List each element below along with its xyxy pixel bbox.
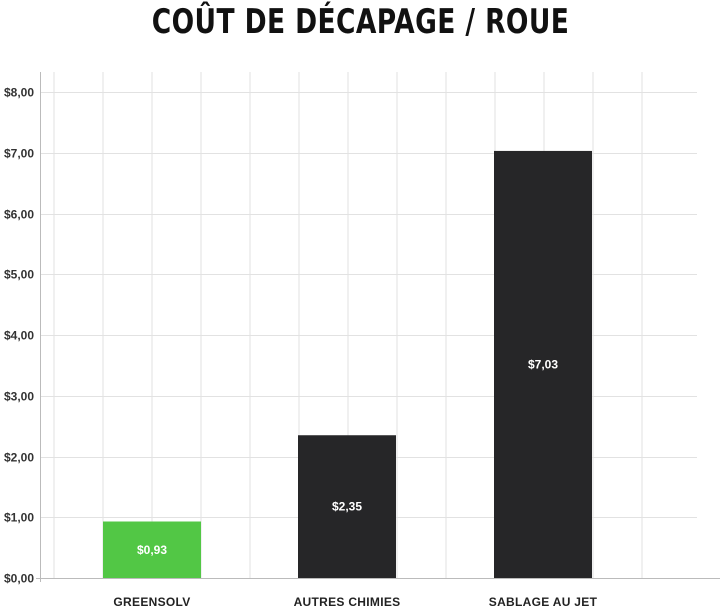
data-label: $0,93 bbox=[137, 543, 167, 557]
y-tick-label: $5,00 bbox=[4, 268, 34, 282]
y-tick-label: $6,00 bbox=[4, 208, 34, 222]
data-label: $7,03 bbox=[528, 357, 558, 371]
bar bbox=[494, 150, 592, 579]
y-tick-label: $3,00 bbox=[4, 390, 34, 404]
bars bbox=[103, 150, 592, 579]
bar bbox=[298, 435, 396, 578]
y-tick-labels: $0,00 $1,00 $2,00 $3,00 $4,00 $5,00 $6,00 $7,00… bbox=[4, 86, 34, 586]
data-labels: $0,93 $2,35 $7,03 bbox=[137, 357, 558, 556]
y-tick-label: $0,00 bbox=[4, 572, 34, 586]
y-tick-label: $2,00 bbox=[4, 451, 34, 465]
x-category-label: AUTRES CHIMIES bbox=[294, 595, 401, 609]
y-tick-label: $7,00 bbox=[4, 147, 34, 161]
x-category-label: SABLAGE AU JET bbox=[489, 595, 598, 609]
axes bbox=[36, 72, 720, 582]
data-label: $2,35 bbox=[332, 500, 362, 514]
y-tick-label: $1,00 bbox=[4, 511, 34, 525]
chart-title: COÛT DE DÉCAPAGE / ROUE bbox=[151, 2, 570, 42]
y-tick-label: $4,00 bbox=[4, 329, 34, 343]
x-category-labels: GREENSOLV AUTRES CHIMIES SABLAGE AU JET bbox=[113, 595, 597, 609]
x-category-label: GREENSOLV bbox=[113, 595, 190, 609]
bar bbox=[103, 521, 201, 578]
y-tick-label: $8,00 bbox=[4, 86, 34, 100]
